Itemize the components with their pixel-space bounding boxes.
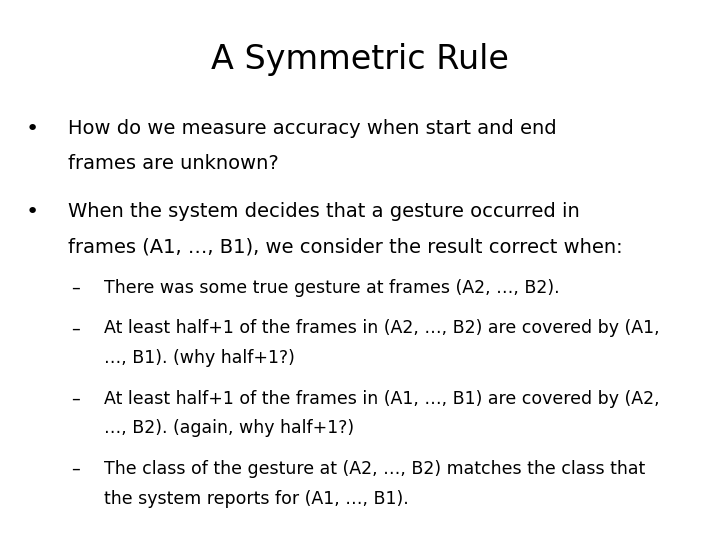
Text: –: – xyxy=(71,390,80,408)
Text: …, B2). (again, why half+1?): …, B2). (again, why half+1?) xyxy=(104,419,354,437)
Text: the system reports for (A1, …, B1).: the system reports for (A1, …, B1). xyxy=(104,489,409,508)
Text: –: – xyxy=(71,279,80,297)
Text: frames (A1, …, B1), we consider the result correct when:: frames (A1, …, B1), we consider the resu… xyxy=(68,238,623,256)
Text: –: – xyxy=(71,319,80,338)
Text: How do we measure accuracy when start and end: How do we measure accuracy when start an… xyxy=(68,119,557,138)
Text: The class of the gesture at (A2, …, B2) matches the class that: The class of the gesture at (A2, …, B2) … xyxy=(104,460,646,478)
Text: frames are unknown?: frames are unknown? xyxy=(68,154,279,173)
Text: •: • xyxy=(26,202,39,222)
Text: When the system decides that a gesture occurred in: When the system decides that a gesture o… xyxy=(68,202,580,221)
Text: A Symmetric Rule: A Symmetric Rule xyxy=(211,43,509,76)
Text: At least half+1 of the frames in (A1, …, B1) are covered by (A2,: At least half+1 of the frames in (A1, …,… xyxy=(104,390,660,408)
Text: …, B1). (why half+1?): …, B1). (why half+1?) xyxy=(104,349,295,367)
Text: There was some true gesture at frames (A2, …, B2).: There was some true gesture at frames (A… xyxy=(104,279,560,297)
Text: •: • xyxy=(26,119,39,139)
Text: At least half+1 of the frames in (A2, …, B2) are covered by (A1,: At least half+1 of the frames in (A2, …,… xyxy=(104,319,660,338)
Text: –: – xyxy=(71,460,80,478)
